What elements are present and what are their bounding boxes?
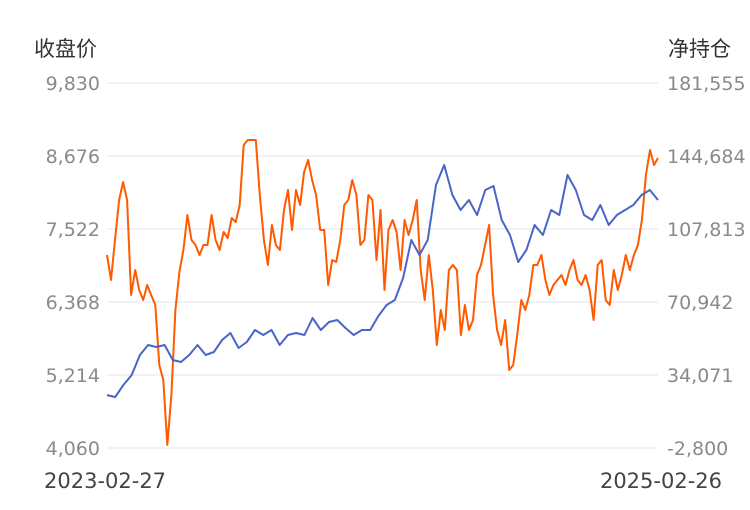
left-axis-title: 收盘价 (34, 37, 97, 61)
right-axis-title: 净持仓 (668, 37, 731, 61)
left-tick-label: 9,830 (46, 73, 100, 95)
left-tick-label: 5,214 (46, 365, 100, 387)
left-tick-label: 8,676 (46, 146, 100, 168)
series-line-close-price (106, 164, 659, 398)
right-tick-label: 107,813 (667, 219, 746, 241)
left-tick-label: 7,522 (46, 219, 100, 241)
left-tick-label: 4,060 (46, 438, 100, 460)
right-tick-label: 70,942 (667, 292, 733, 314)
x-label-start: 2023-02-27 (44, 469, 166, 493)
left-tick-label: 6,368 (46, 292, 100, 314)
right-tick-label: 144,684 (667, 146, 746, 168)
series-line-net-position (106, 139, 659, 446)
right-tick-label: -2,800 (667, 438, 728, 460)
x-label-end: 2025-02-26 (600, 469, 722, 493)
right-tick-label: 181,555 (667, 73, 746, 95)
right-tick-label: 34,071 (667, 365, 733, 387)
